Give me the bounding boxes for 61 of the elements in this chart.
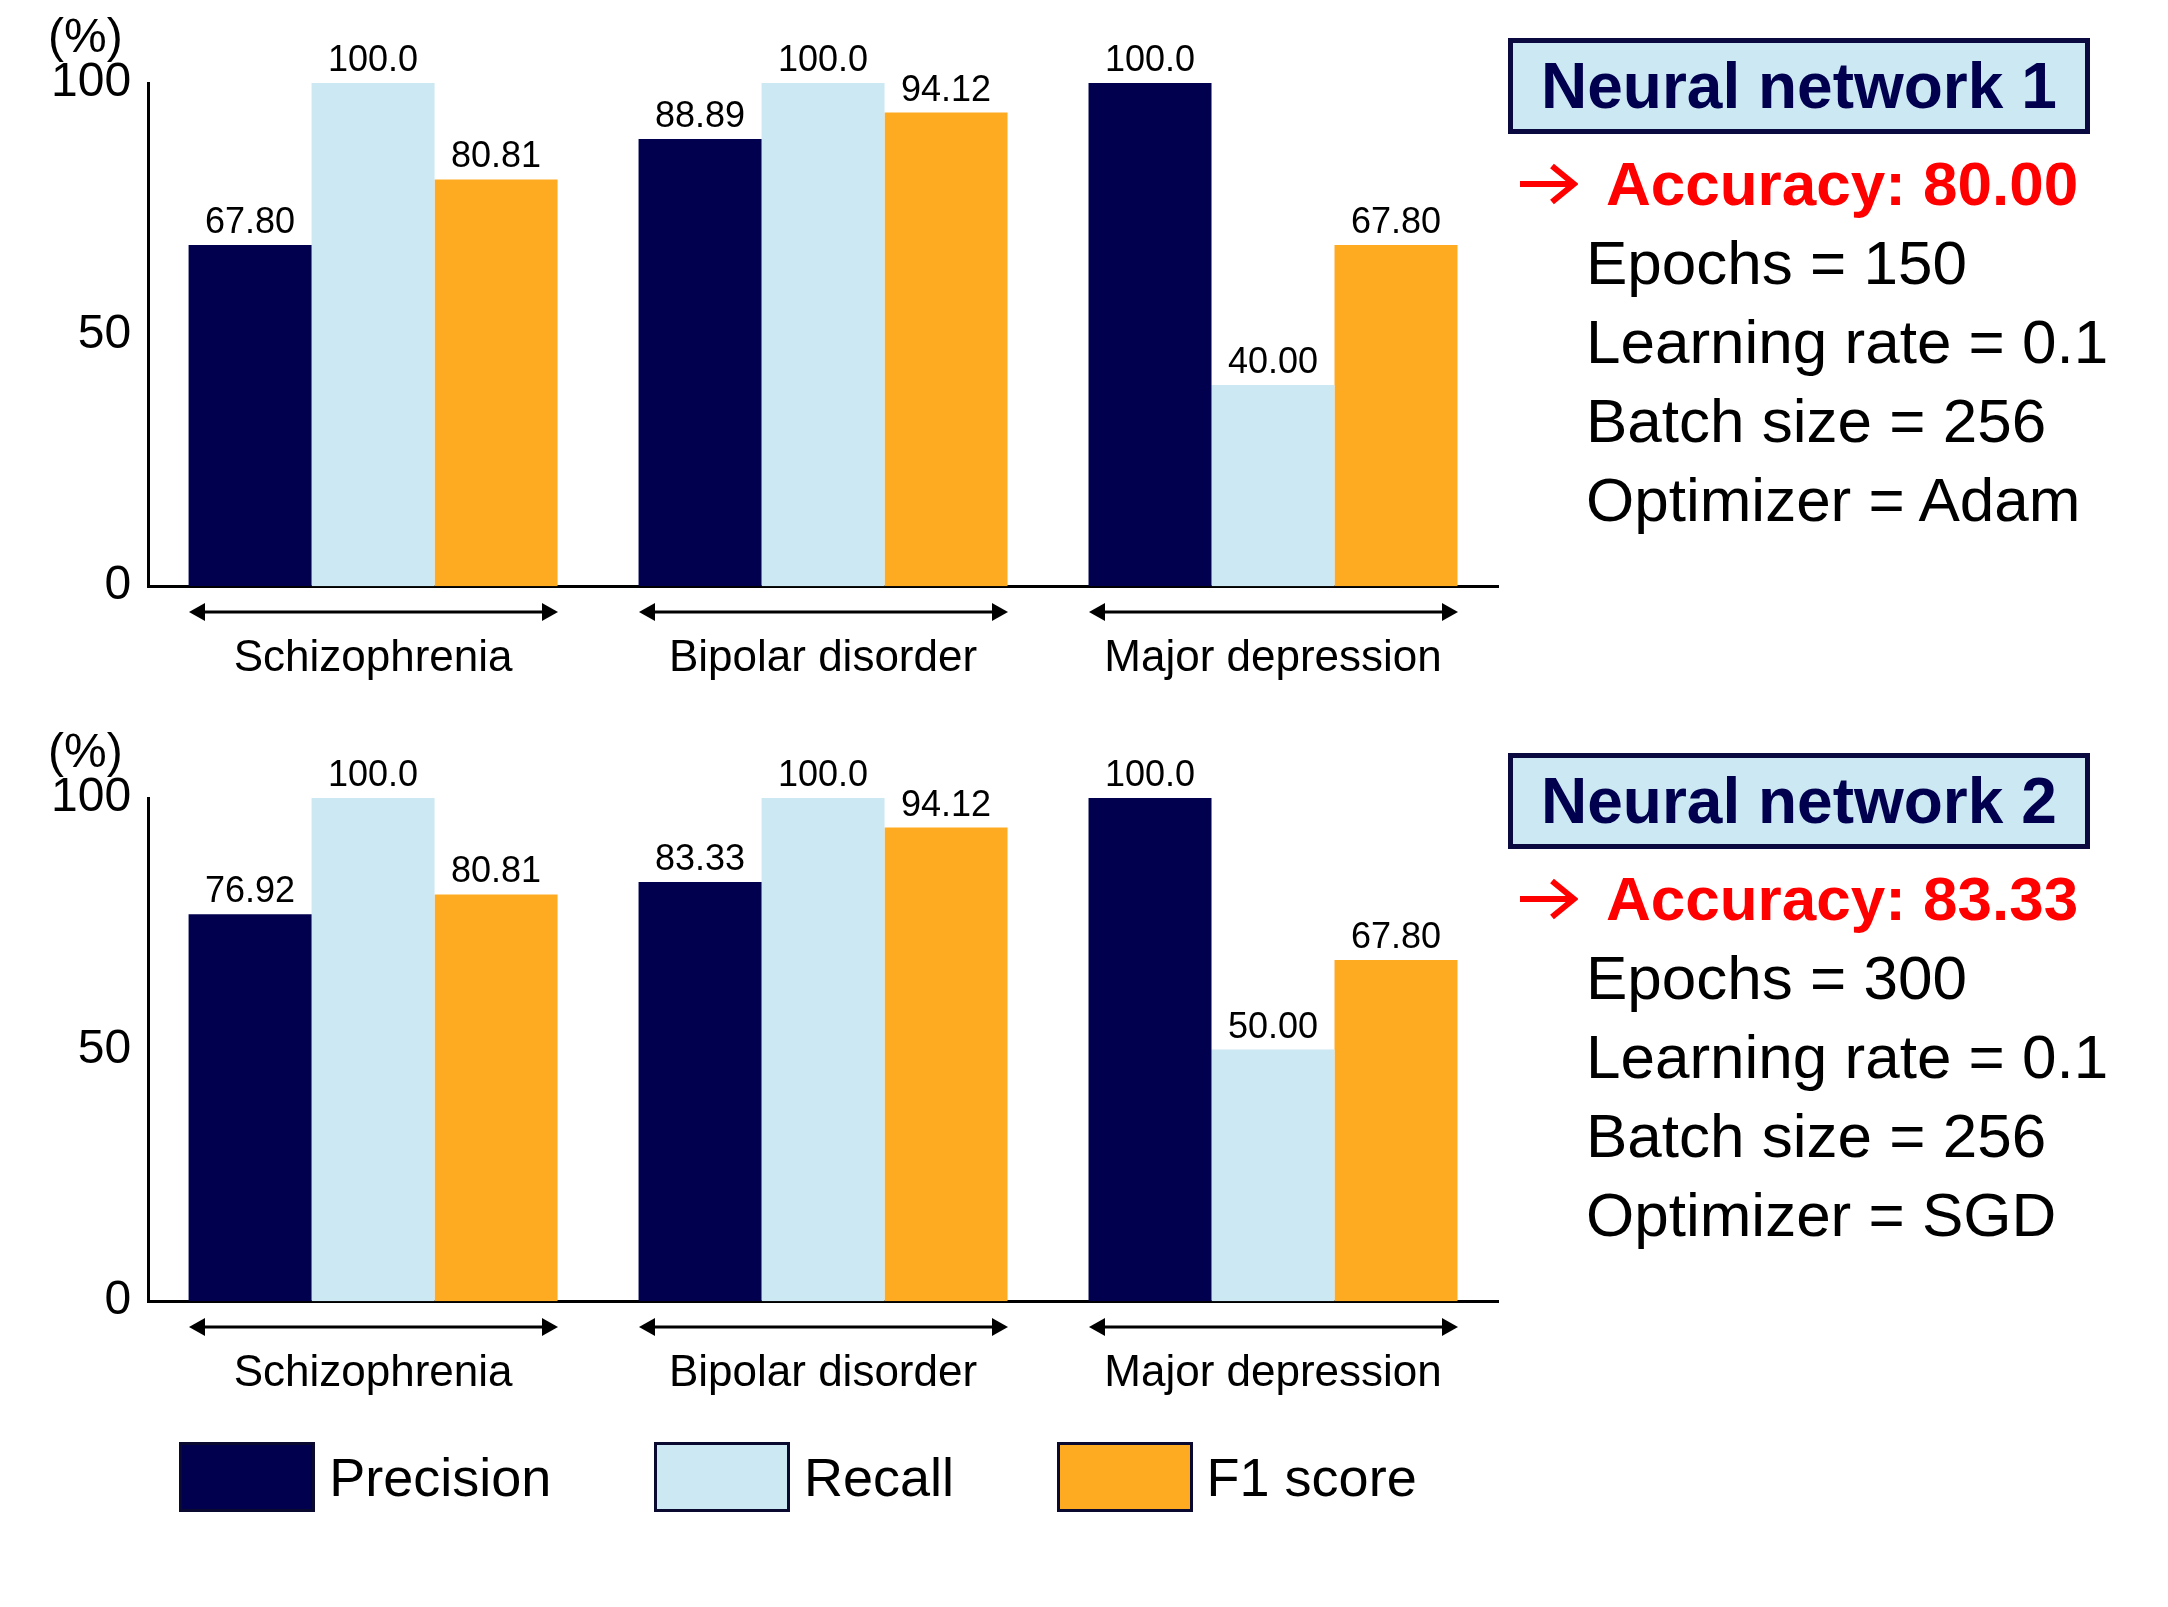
data-label: 94.12	[900, 782, 992, 824]
bar	[311, 83, 435, 587]
x-tick-label: Major depression	[1104, 630, 1442, 680]
text: Accuracy: 83.33	[1606, 863, 2079, 934]
bar	[434, 894, 558, 1302]
text: Accuracy: 80.00	[1606, 148, 2079, 219]
x-tick-label: Major depression	[1104, 1345, 1442, 1395]
text: Batch size = 256	[1586, 1100, 2048, 1171]
text: Epochs = 300	[1586, 942, 1968, 1013]
x-tick-label: Schizophrenia	[233, 630, 514, 680]
text: Neural network 1	[1508, 38, 2090, 134]
x-tick-label: Bipolar disorder	[668, 1345, 978, 1395]
y-tick-label: 0	[104, 1271, 132, 1325]
bar	[638, 881, 762, 1302]
text: Epochs = 150	[1586, 227, 1968, 298]
data-label: 83.33	[655, 836, 746, 878]
data-label: 100.0	[778, 752, 869, 794]
data-label: 100.0	[1104, 752, 1196, 794]
data-label: 94.12	[900, 67, 992, 109]
data-label: 67.80	[205, 199, 296, 241]
bar	[761, 798, 885, 1302]
bar	[188, 245, 312, 587]
bar	[1334, 960, 1458, 1302]
x-tick-label: Bipolar disorder	[668, 630, 978, 680]
bar	[1088, 83, 1212, 587]
data-label: 100.0	[328, 752, 419, 794]
data-label: 80.81	[451, 134, 542, 176]
text: Neural network 2	[1508, 753, 2090, 849]
bar	[884, 112, 1008, 587]
data-label: 40.00	[1227, 339, 1319, 381]
data-label: 50.00	[1227, 1004, 1319, 1046]
bar	[761, 83, 885, 587]
y-tick-label: 50	[77, 304, 132, 358]
bar	[1334, 245, 1458, 587]
y-tick-label: 0	[104, 556, 132, 610]
data-label: 67.80	[1350, 199, 1442, 241]
bar	[638, 138, 762, 587]
bar	[311, 798, 435, 1302]
bar	[884, 827, 1008, 1302]
legend-label: Recall	[803, 1446, 955, 1508]
data-label: 100.0	[328, 37, 419, 79]
bar	[188, 914, 312, 1302]
text: Optimizer = Adam	[1586, 464, 2082, 535]
text: Optimizer = SGD	[1586, 1179, 2058, 1250]
x-tick-label: Schizophrenia	[233, 1345, 514, 1395]
bar	[1211, 1049, 1335, 1302]
text: Learning rate = 0.1	[1586, 306, 2110, 377]
bar	[1088, 798, 1212, 1302]
data-label: 76.92	[205, 869, 296, 911]
bar	[1211, 384, 1335, 587]
data-label: 100.0	[1104, 37, 1196, 79]
legend-label: Precision	[329, 1446, 552, 1508]
data-label: 100.0	[778, 37, 869, 79]
text: Learning rate = 0.1	[1586, 1021, 2110, 1092]
y-tick-label: 50	[77, 1019, 132, 1073]
data-label: 67.80	[1350, 914, 1442, 956]
text: Batch size = 256	[1586, 385, 2048, 456]
legend-label: F1 score	[1206, 1446, 1417, 1508]
data-label: 80.81	[451, 849, 542, 891]
bar	[434, 179, 558, 587]
data-label: 88.89	[655, 93, 746, 135]
